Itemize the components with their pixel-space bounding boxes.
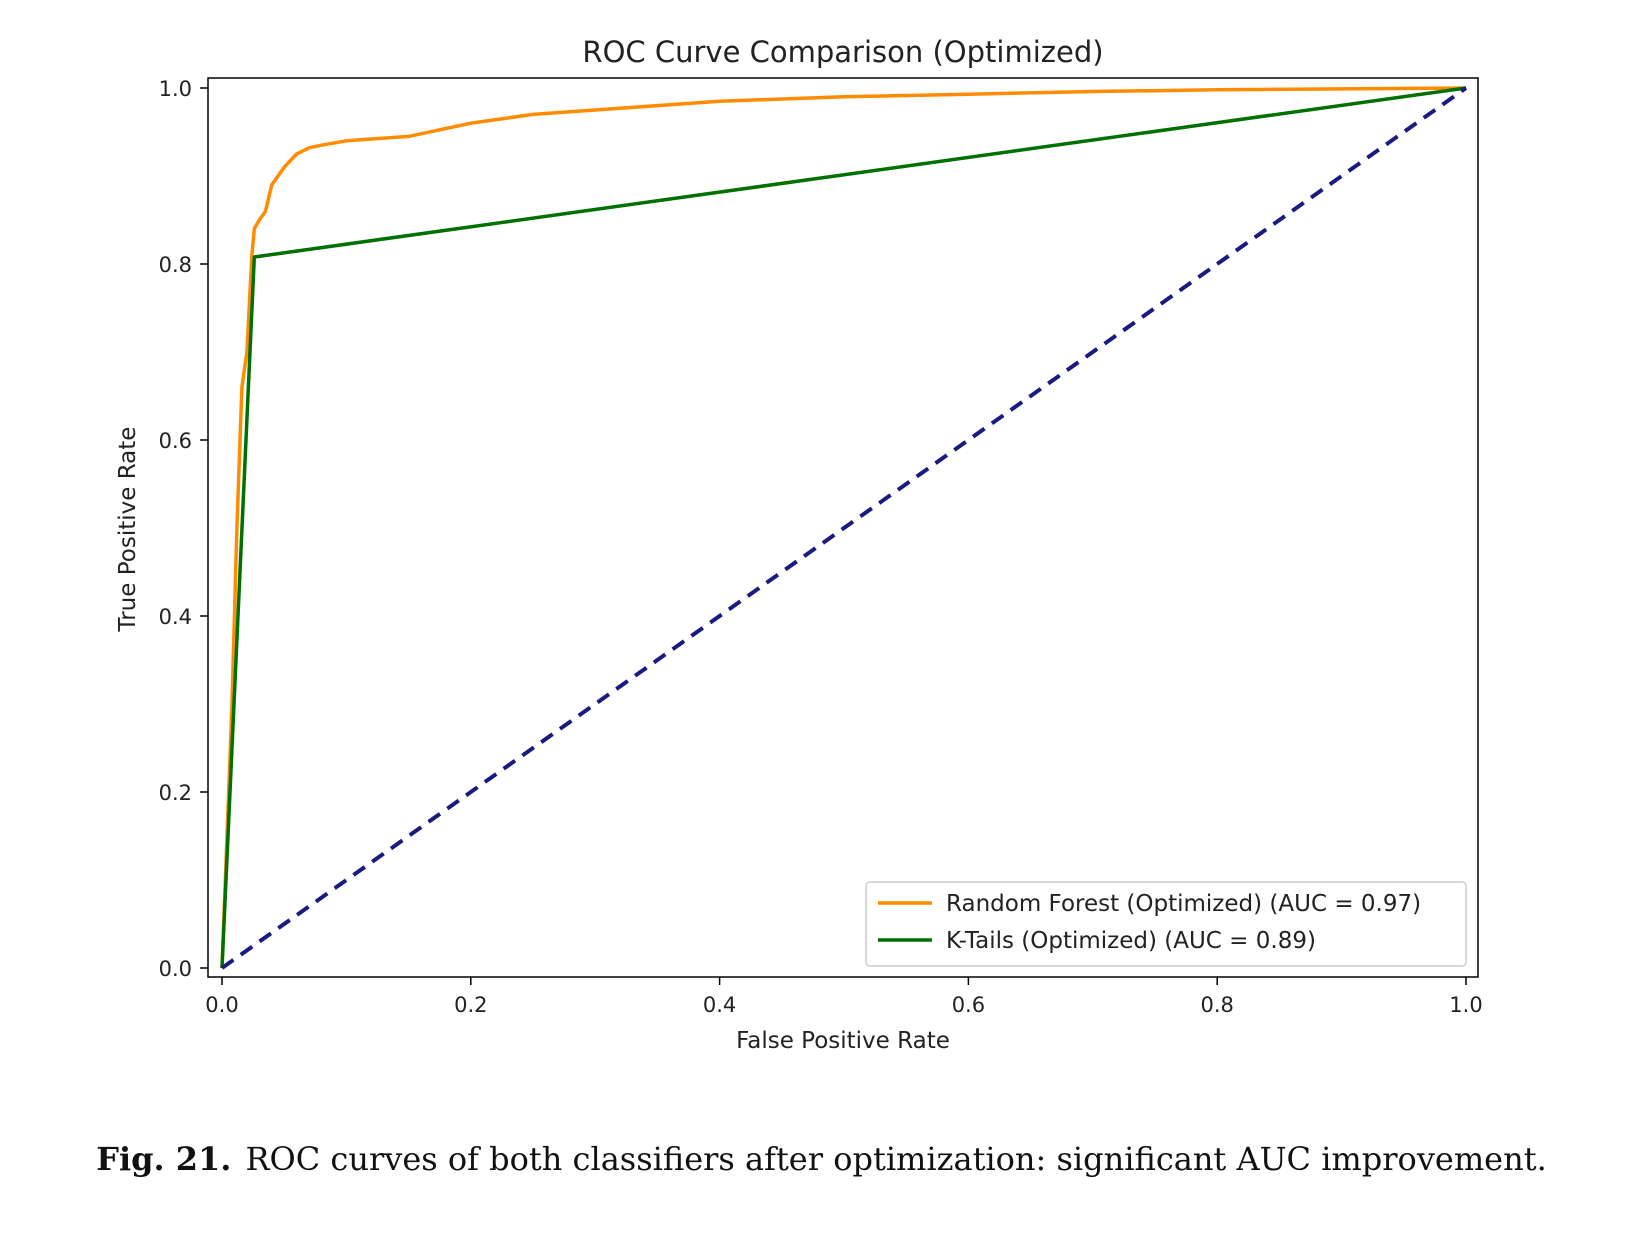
y-tick-label: 0.0 [159,957,192,981]
x-tick-label: 0.0 [205,993,238,1017]
x-axis-label: False Positive Rate [736,1028,950,1054]
x-tick-label: 1.0 [1449,993,1482,1017]
y-tick-label: 0.8 [159,253,192,277]
series-line-chance [220,86,1468,970]
y-tick-label: 0.4 [159,605,192,629]
x-tick-label: 0.2 [454,993,487,1017]
figure-label: Fig. 21. [96,1140,232,1178]
x-tick-label: 0.6 [952,993,985,1017]
series-line-ktails [220,86,1467,969]
roc-chart: ROC Curve Comparison (Optimized) True Po… [115,35,1483,1054]
figure-caption: Fig. 21. ROC curves of both classifiers a… [0,1140,1643,1178]
caption-text: ROC curves of both classifiers after opt… [245,1140,1547,1178]
y-tick-label: 1.0 [159,77,192,101]
y-axis-label: True Positive Rate [115,427,141,633]
series-line-random [220,86,1467,969]
legend: Random Forest (Optimized) (AUC = 0.97) K-… [865,881,1467,967]
plot-area [207,77,1479,978]
legend-box [865,881,1467,967]
x-tick-label: 0.8 [1200,993,1233,1017]
legend-label: K-Tails (Optimized) (AUC = 0.89) [946,928,1316,954]
plot-frame [207,77,1479,978]
y-tick-label: 0.2 [159,781,192,805]
chart-title: ROC Curve Comparison (Optimized) [582,35,1103,69]
axis-ticks: 0.0 0.2 0.4 0.6 0.8 1.0 0.0 0.2 0.4 0.6 0.8 1.0 [159,77,1483,1017]
legend-label: Random Forest (Optimized) (AUC = 0.97) [946,891,1421,917]
x-tick-label: 0.4 [703,993,736,1017]
y-tick-label: 0.6 [159,429,192,453]
